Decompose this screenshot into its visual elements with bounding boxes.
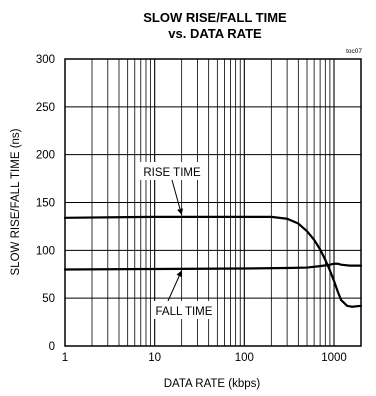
grid [65,59,362,346]
y-axis-label: SLOW RISE/FALL TIME (ns) [10,128,22,275]
plot-frame [64,58,362,347]
x-tick-label: 1000 [321,352,347,364]
annotation-fall-time-arrowhead [176,270,182,278]
y-tick-label: 250 [36,102,55,114]
annotation-fall-time-label: FALL TIME [156,306,213,318]
y-tick-label: 50 [42,293,55,305]
x-tick-label: 1 [62,352,68,364]
annotation-rise-time-arrowhead [177,208,183,215]
y-tick-label: 150 [36,198,55,210]
series-lines [63,215,363,308]
chart-title: SLOW RISE/FALL TIME [143,10,287,25]
y-tick-label: 300 [36,54,55,66]
annotation-fall-time-bg [151,301,217,319]
x-tick-label: 10 [148,352,161,364]
y-tick-label: 100 [36,245,55,257]
series-line-rise-time [63,215,363,308]
annotations: RISE TIME FALL TIME [136,162,217,319]
chart-subtitle: vs. DATA RATE [168,26,262,41]
x-tick-label: 100 [235,352,254,364]
annotation-rise-time-leader [171,179,183,215]
series-line-fall-time [63,262,363,271]
figure-code: toc07 [346,48,362,55]
x-axis-label: DATA RATE (kbps) [164,378,261,390]
y-tick-label: 200 [36,150,55,162]
annotation-rise-time-label: RISE TIME [143,167,201,179]
annotation-rise-time-bg [136,162,208,180]
y-tick-label: 0 [49,341,55,353]
tick-labels: 1 10 100 1000 0 50 100 150 200 250 300 [36,54,347,364]
